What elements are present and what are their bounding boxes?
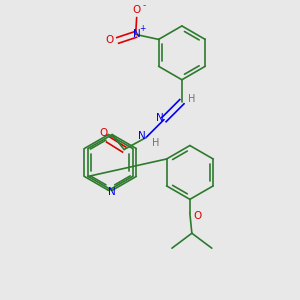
Text: N: N xyxy=(108,188,116,197)
Text: +: + xyxy=(140,24,146,33)
Text: H: H xyxy=(188,94,196,104)
Text: O: O xyxy=(106,35,114,45)
Text: O: O xyxy=(133,4,141,14)
Text: N: N xyxy=(133,29,140,39)
Text: O: O xyxy=(194,211,202,221)
Text: N: N xyxy=(156,112,164,123)
Text: N: N xyxy=(138,130,146,141)
Text: H: H xyxy=(152,137,160,148)
Text: O: O xyxy=(99,128,107,138)
Text: -: - xyxy=(143,1,146,10)
